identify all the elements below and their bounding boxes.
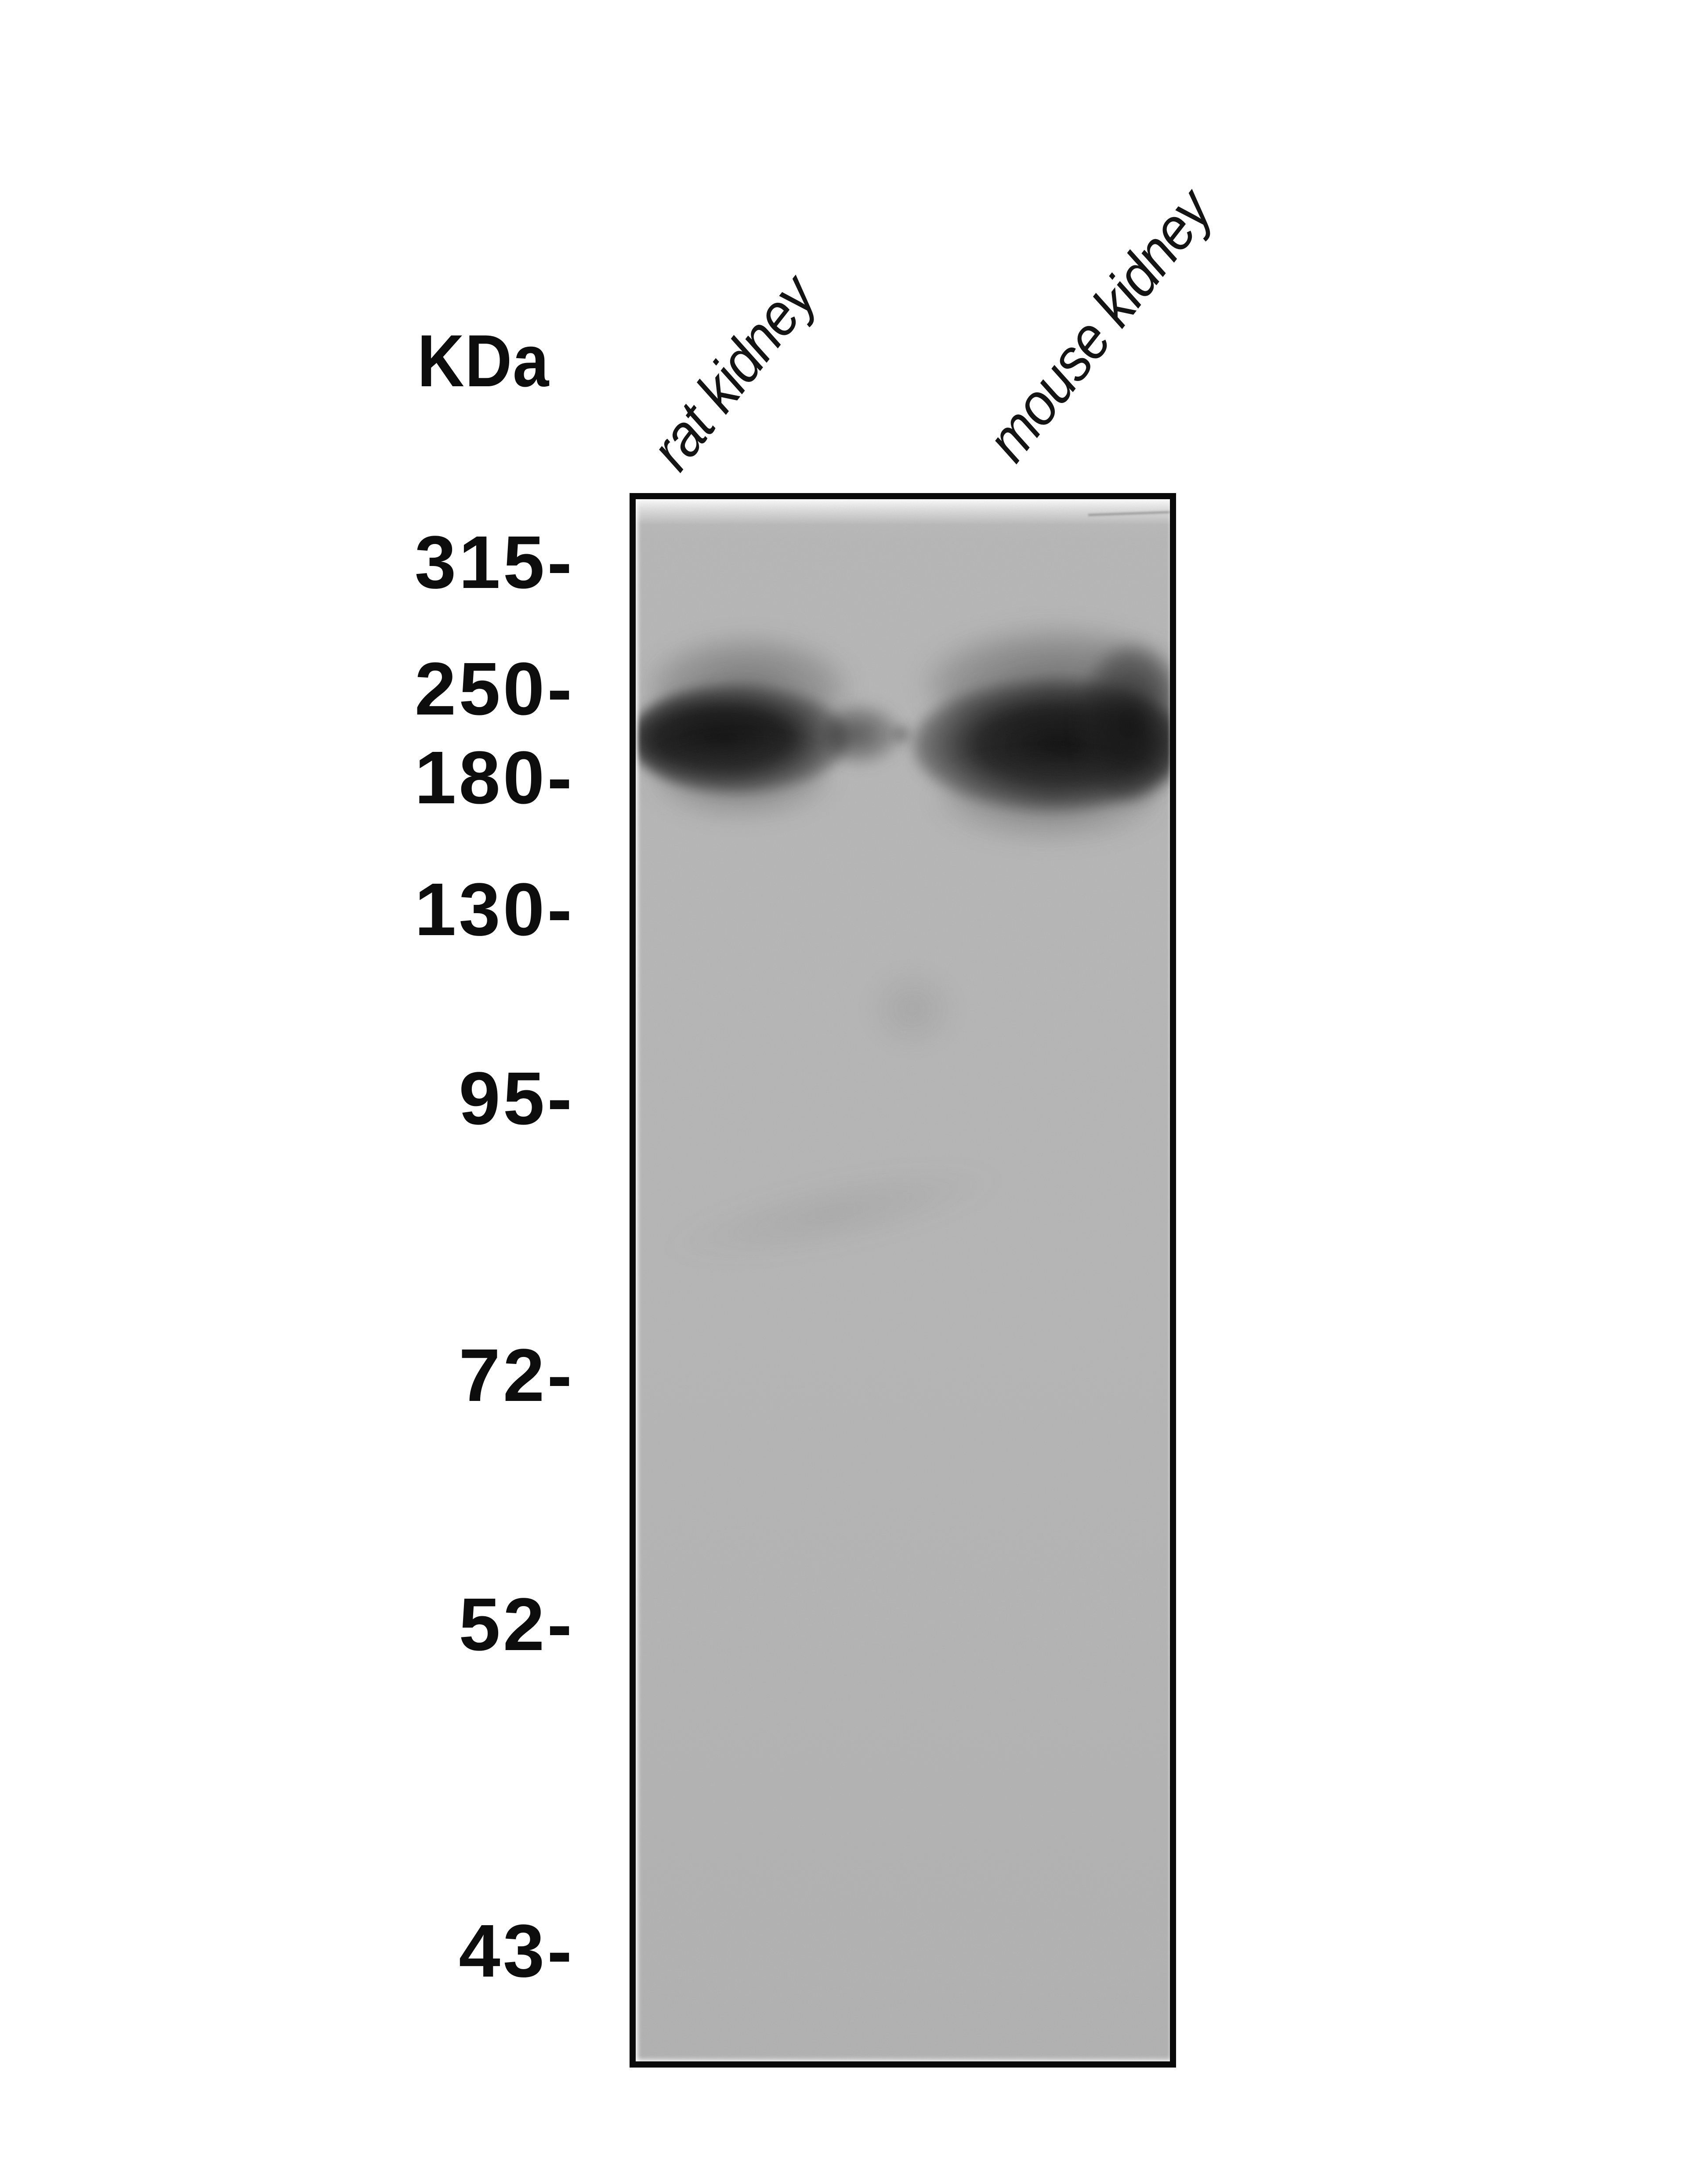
marker-130: 130-	[414, 868, 575, 951]
band-mouse-lower-fade	[934, 763, 1163, 842]
blot-panel	[630, 493, 1176, 2068]
background-smudge-upper	[862, 963, 963, 1055]
band-rat-speck	[888, 721, 915, 747]
marker-72: 72-	[459, 1334, 575, 1417]
marker-250: 250-	[414, 647, 575, 731]
marker-315: 315-	[414, 521, 575, 604]
marker-95: 95-	[459, 1057, 575, 1140]
lane-label-rat-kidney: rat kidney	[637, 264, 828, 482]
lane-label-mouse-kidney: mouse kidney	[974, 178, 1224, 473]
band-rat-lower-fade	[649, 745, 833, 820]
kda-unit-label: KDa	[417, 319, 550, 402]
marker-43: 43-	[459, 1909, 575, 1993]
panel-top-highlight	[636, 499, 1170, 525]
background-smudge-streak	[658, 1143, 1009, 1284]
marker-52: 52-	[459, 1583, 575, 1666]
marker-180: 180-	[414, 736, 575, 820]
